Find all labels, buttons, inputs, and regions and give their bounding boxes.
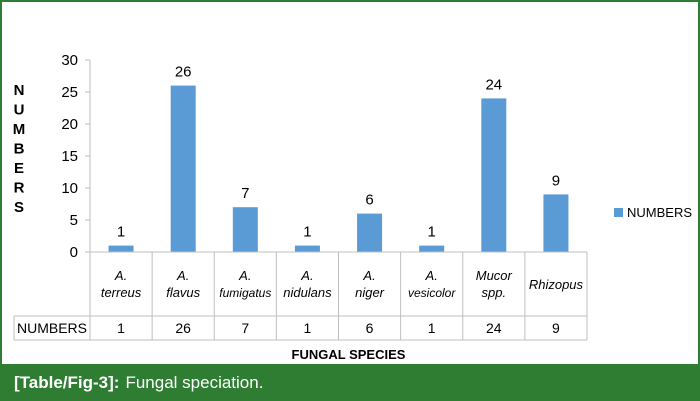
y-axis-title-letter: S (14, 199, 24, 216)
table-value: 9 (552, 320, 560, 336)
caption-bar: [Table/Fig-3]: Fungal speciation. (0, 364, 700, 401)
bar-data-label: 26 (175, 64, 192, 81)
table-row-label: NUMBERS (17, 320, 87, 336)
y-tick-label: 25 (61, 84, 78, 101)
category-label: Mucor spp. (476, 268, 513, 300)
y-axis-title-letter: R (14, 180, 25, 197)
category-label-line: nidulans (283, 285, 332, 300)
legend-swatch (614, 208, 623, 217)
y-axis-title-letter: B (14, 141, 25, 158)
y-axis-title-letter: E (14, 160, 24, 177)
bar (232, 207, 258, 252)
y-tick-label: 10 (61, 180, 78, 197)
category-label: A. vesicolor (408, 268, 456, 300)
bar (294, 245, 320, 252)
category-label-line: A. (238, 268, 251, 283)
bar-data-label: 1 (303, 224, 311, 241)
table-value: 1 (304, 320, 312, 336)
category-label-line: niger (355, 285, 385, 300)
bar-data-label: 1 (117, 224, 125, 241)
table-value: 26 (175, 320, 191, 336)
category-label-line: terreus (101, 285, 142, 300)
bar-data-label: 24 (485, 76, 502, 93)
bar (481, 98, 507, 253)
category-label-line: A. (114, 268, 127, 283)
category-label-line: Mucor (476, 268, 513, 283)
y-tick-label: 20 (61, 116, 78, 133)
category-label-line: vesicolor (408, 286, 456, 300)
bar (419, 245, 445, 252)
caption-text: Fungal speciation. (125, 372, 264, 392)
table-value: 7 (241, 320, 249, 336)
y-tick-label: 5 (70, 212, 78, 229)
y-axis-title-letter: U (14, 102, 25, 119)
category-label-line: A. (425, 268, 438, 283)
y-tick-label: 15 (61, 148, 78, 165)
category-label: A. flavus (166, 268, 200, 300)
y-axis-title-letter: N (14, 82, 25, 99)
bar-data-label: 9 (552, 172, 560, 189)
bar (357, 213, 383, 252)
caption-reference: [Table/Fig-3]: (14, 372, 120, 392)
table-value: 6 (366, 320, 374, 336)
category-label-line: A. (300, 268, 313, 283)
bar-data-label: 6 (365, 192, 373, 209)
y-axis-title-letter: M (13, 121, 26, 138)
bar-data-label: 7 (241, 185, 249, 202)
category-label-line: flavus (166, 285, 200, 300)
category-label: A. terreus (101, 268, 142, 300)
table-value: 1 (117, 320, 125, 336)
category-label-line: spp. (482, 285, 507, 300)
category-label: A. fumigatus (219, 268, 271, 300)
bar (108, 245, 134, 252)
category-label-line: A. (362, 268, 375, 283)
y-tick-label: 30 (61, 52, 78, 69)
bar-data-label: 1 (428, 224, 436, 241)
y-tick-label: 0 (70, 244, 78, 261)
category-label-line: A. (176, 268, 189, 283)
bar (170, 85, 196, 252)
category-label-line: fumigatus (219, 286, 271, 300)
bar (543, 194, 569, 252)
category-label: Rhizopus (529, 277, 584, 292)
x-axis-title: FUNGAL SPECIES (292, 347, 406, 362)
category-label: A. niger (355, 268, 385, 300)
table-value: 1 (428, 320, 436, 336)
table-value: 24 (486, 320, 502, 336)
legend-label: NUMBERS (627, 205, 692, 220)
category-label: A. nidulans (283, 268, 332, 300)
